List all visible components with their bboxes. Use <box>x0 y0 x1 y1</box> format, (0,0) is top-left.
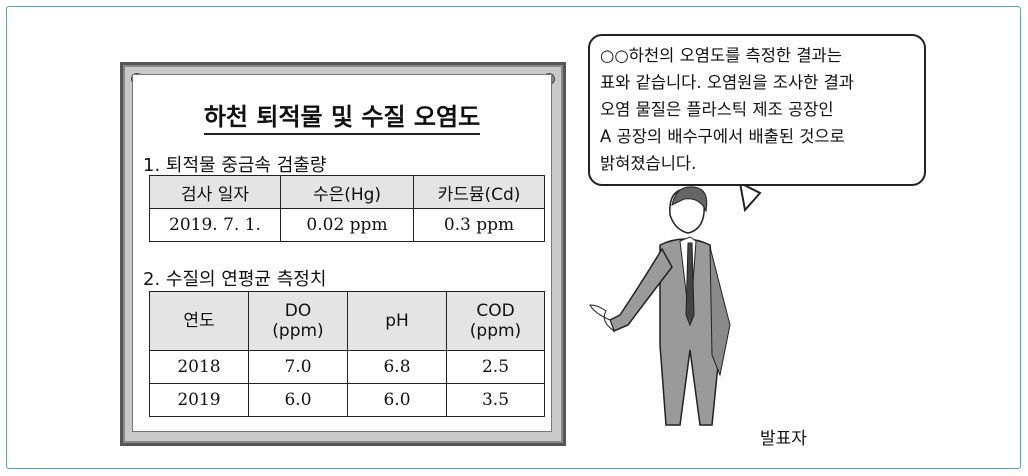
presenter-illustration <box>589 181 762 426</box>
header-line: (ppm) <box>272 321 324 341</box>
heavy-metal-table: 검사 일자 수은(Hg) 카드뮴(Cd) 2019. 7. 1. 0.02 pp… <box>149 175 545 242</box>
suit <box>659 238 721 426</box>
tie <box>685 242 695 327</box>
header-line: COD <box>476 301 515 321</box>
board-title: 하천 퇴적물 및 수질 오염도 <box>133 97 551 135</box>
speech-bubble: ○○하천의 오염도를 측정한 결과는 표와 같습니다. 오염원을 조사한 결과 … <box>588 34 926 186</box>
header-cell: 수은(Hg) <box>280 175 414 209</box>
cell: 0.3 ppm <box>413 208 545 242</box>
section-heading: 2. 수질의 연평균 측정치 <box>143 269 327 290</box>
board: 하천 퇴적물 및 수질 오염도 1. 퇴적물 중금속 검출량 검사 일자 수은(… <box>120 62 566 446</box>
header-line: (ppm) <box>469 321 522 341</box>
outer-frame <box>6 6 1021 469</box>
speech-text: ○○하천의 오염도를 측정한 결과는 표와 같습니다. 오염원을 조사한 결과 … <box>590 36 924 177</box>
bubble-tail <box>738 181 762 213</box>
cell: 3.5 <box>446 383 545 417</box>
cell: 2018 <box>149 350 249 384</box>
header-cell: 검사 일자 <box>149 175 281 209</box>
arm <box>709 246 731 377</box>
cell: 6.0 <box>248 383 348 417</box>
cell: 2.5 <box>446 350 545 384</box>
speech-line: 오염 물질은 플라스틱 제조 공장인 <box>600 100 834 119</box>
board-panel: 하천 퇴적물 및 수질 오염도 1. 퇴적물 중금속 검출량 검사 일자 수은(… <box>132 74 552 432</box>
speech-line: A 공장의 배수구에서 배출된 것으로 <box>600 127 845 146</box>
header-cell: DO (ppm) <box>248 291 348 351</box>
speaker-label: 발표자 <box>760 429 807 449</box>
speech-line: 밝혀졌습니다. <box>600 154 697 173</box>
hair <box>671 186 708 213</box>
header-cell: COD (ppm) <box>446 291 545 351</box>
header-cell: 카드뮴(Cd) <box>413 175 545 209</box>
water-quality-table: 연도 DO (ppm) pH COD (ppm) 2018 7.0 6.8 2.5 … <box>149 291 545 417</box>
header-cell: pH <box>347 291 447 351</box>
cell: 6.0 <box>347 383 447 417</box>
header-line: DO <box>284 301 312 321</box>
cell: 2019. 7. 1. <box>149 208 281 242</box>
section-heading: 1. 퇴적물 중금속 검출량 <box>143 155 327 176</box>
speech-line: 표와 같습니다. 오염원을 조사한 결과 <box>600 73 854 92</box>
header-cell: 연도 <box>149 291 249 351</box>
hand <box>589 304 616 333</box>
cell: 2019 <box>149 383 249 417</box>
cell: 6.8 <box>347 350 447 384</box>
cell: 0.02 ppm <box>280 208 414 242</box>
title-text: 하천 퇴적물 및 수질 오염도 <box>203 103 481 135</box>
speech-line: ○○하천의 오염도를 측정한 결과는 <box>600 46 842 65</box>
cell: 7.0 <box>248 350 348 384</box>
